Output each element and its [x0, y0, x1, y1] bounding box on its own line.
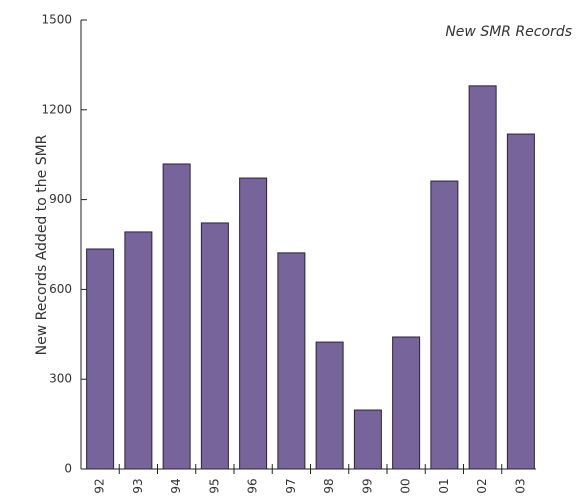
- x-tick-label: 99: [360, 478, 374, 493]
- x-tick-label: 01: [437, 478, 451, 493]
- y-tick-label: 1200: [41, 102, 72, 116]
- bar: [353, 409, 382, 470]
- x-tick-label: 97: [284, 478, 298, 493]
- y-tick-label: 300: [49, 372, 72, 386]
- x-tick-label: 00: [399, 478, 413, 493]
- y-tick-label: 600: [49, 282, 72, 296]
- bar: [506, 133, 535, 470]
- chart-title: New SMR Records: [445, 24, 572, 40]
- y-tick-label: 1500: [41, 13, 72, 27]
- x-tick-label: 95: [207, 478, 221, 493]
- bar: [86, 248, 115, 470]
- bar: [124, 231, 153, 470]
- x-tick-label: 92: [93, 478, 107, 493]
- x-tick-label: 93: [131, 478, 145, 493]
- bar: [468, 85, 497, 470]
- x-tick-label: 94: [169, 478, 183, 493]
- x-tick-label: 98: [322, 478, 336, 493]
- y-tick-label: 0: [64, 462, 72, 476]
- x-tick-label: 03: [513, 478, 527, 493]
- bar: [200, 222, 229, 470]
- bar: [392, 336, 421, 470]
- x-tick-label: 02: [475, 478, 489, 493]
- bar: [315, 341, 344, 470]
- y-tick-label: 900: [49, 192, 72, 206]
- bar: [277, 252, 306, 470]
- bar: [239, 177, 268, 470]
- bar: [162, 163, 191, 470]
- bar: [430, 180, 459, 470]
- y-axis-label: New Records Added to the SMR: [34, 134, 50, 355]
- x-tick-label: 96: [246, 478, 260, 493]
